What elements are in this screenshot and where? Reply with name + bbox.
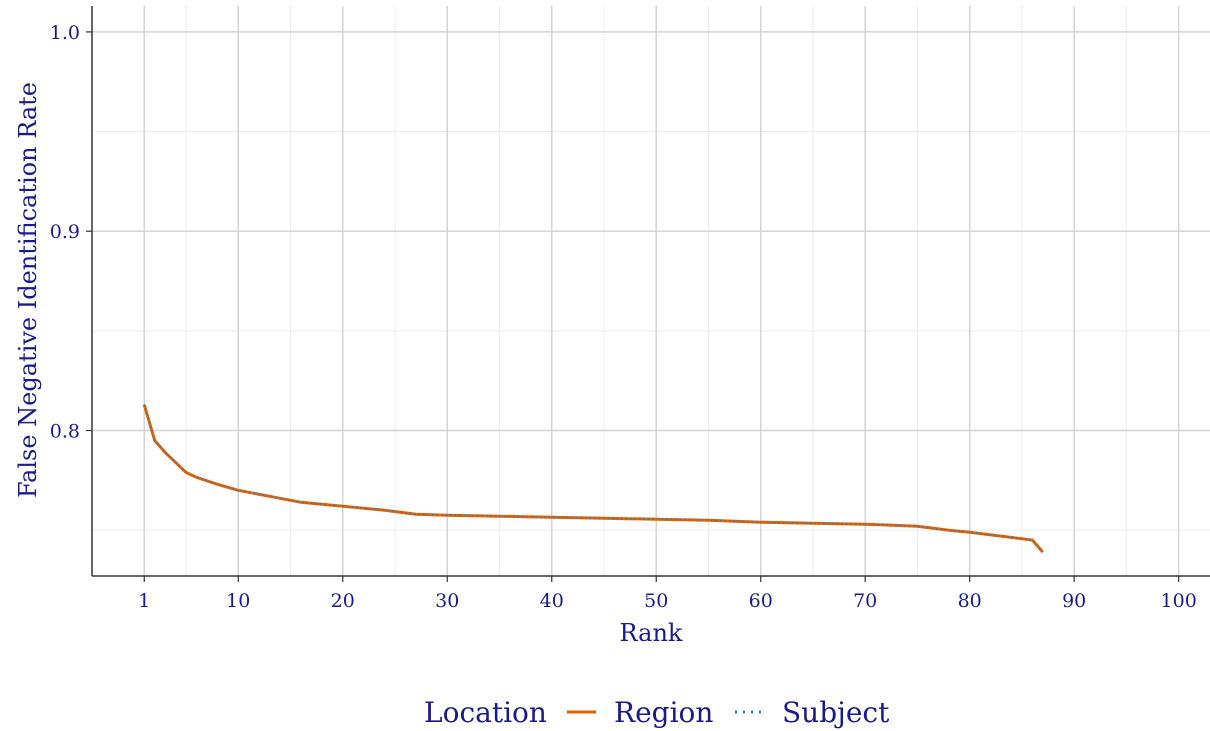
y-tick-label: 0.9 bbox=[50, 221, 80, 243]
x-tick-label: 20 bbox=[331, 590, 355, 612]
legend-title: Location bbox=[424, 696, 547, 729]
legend-label-subject: Subject bbox=[782, 696, 890, 729]
y-tick-label: 1.0 bbox=[50, 22, 80, 44]
x-tick-label: 80 bbox=[958, 590, 982, 612]
x-tick-label: 50 bbox=[644, 590, 668, 612]
y-axis-title: False Negative Identification Rate bbox=[14, 82, 42, 498]
legend: Location Region Subject bbox=[424, 696, 890, 729]
x-tick-label: 60 bbox=[749, 590, 773, 612]
x-axis-title: Rank bbox=[620, 619, 683, 647]
legend-label-region: Region bbox=[614, 696, 713, 729]
series-layer bbox=[142, 404, 1044, 554]
y-tick-label: 0.8 bbox=[50, 421, 80, 443]
x-tick-label: 70 bbox=[853, 590, 877, 612]
tick-labels: 1 10 20 30 40 50 60 70 80 90 100 0.8 0.9 1.0 bbox=[50, 22, 1197, 612]
series-line-subject bbox=[143, 404, 1044, 553]
x-tick-label: 90 bbox=[1062, 590, 1086, 612]
x-tick-label: 100 bbox=[1161, 590, 1197, 612]
grid bbox=[92, 6, 1210, 576]
x-tick-label: 1 bbox=[138, 590, 150, 612]
x-tick-label: 40 bbox=[540, 590, 564, 612]
x-tick-label: 30 bbox=[435, 590, 459, 612]
axes bbox=[91, 6, 1210, 577]
x-tick-label: 10 bbox=[226, 590, 250, 612]
